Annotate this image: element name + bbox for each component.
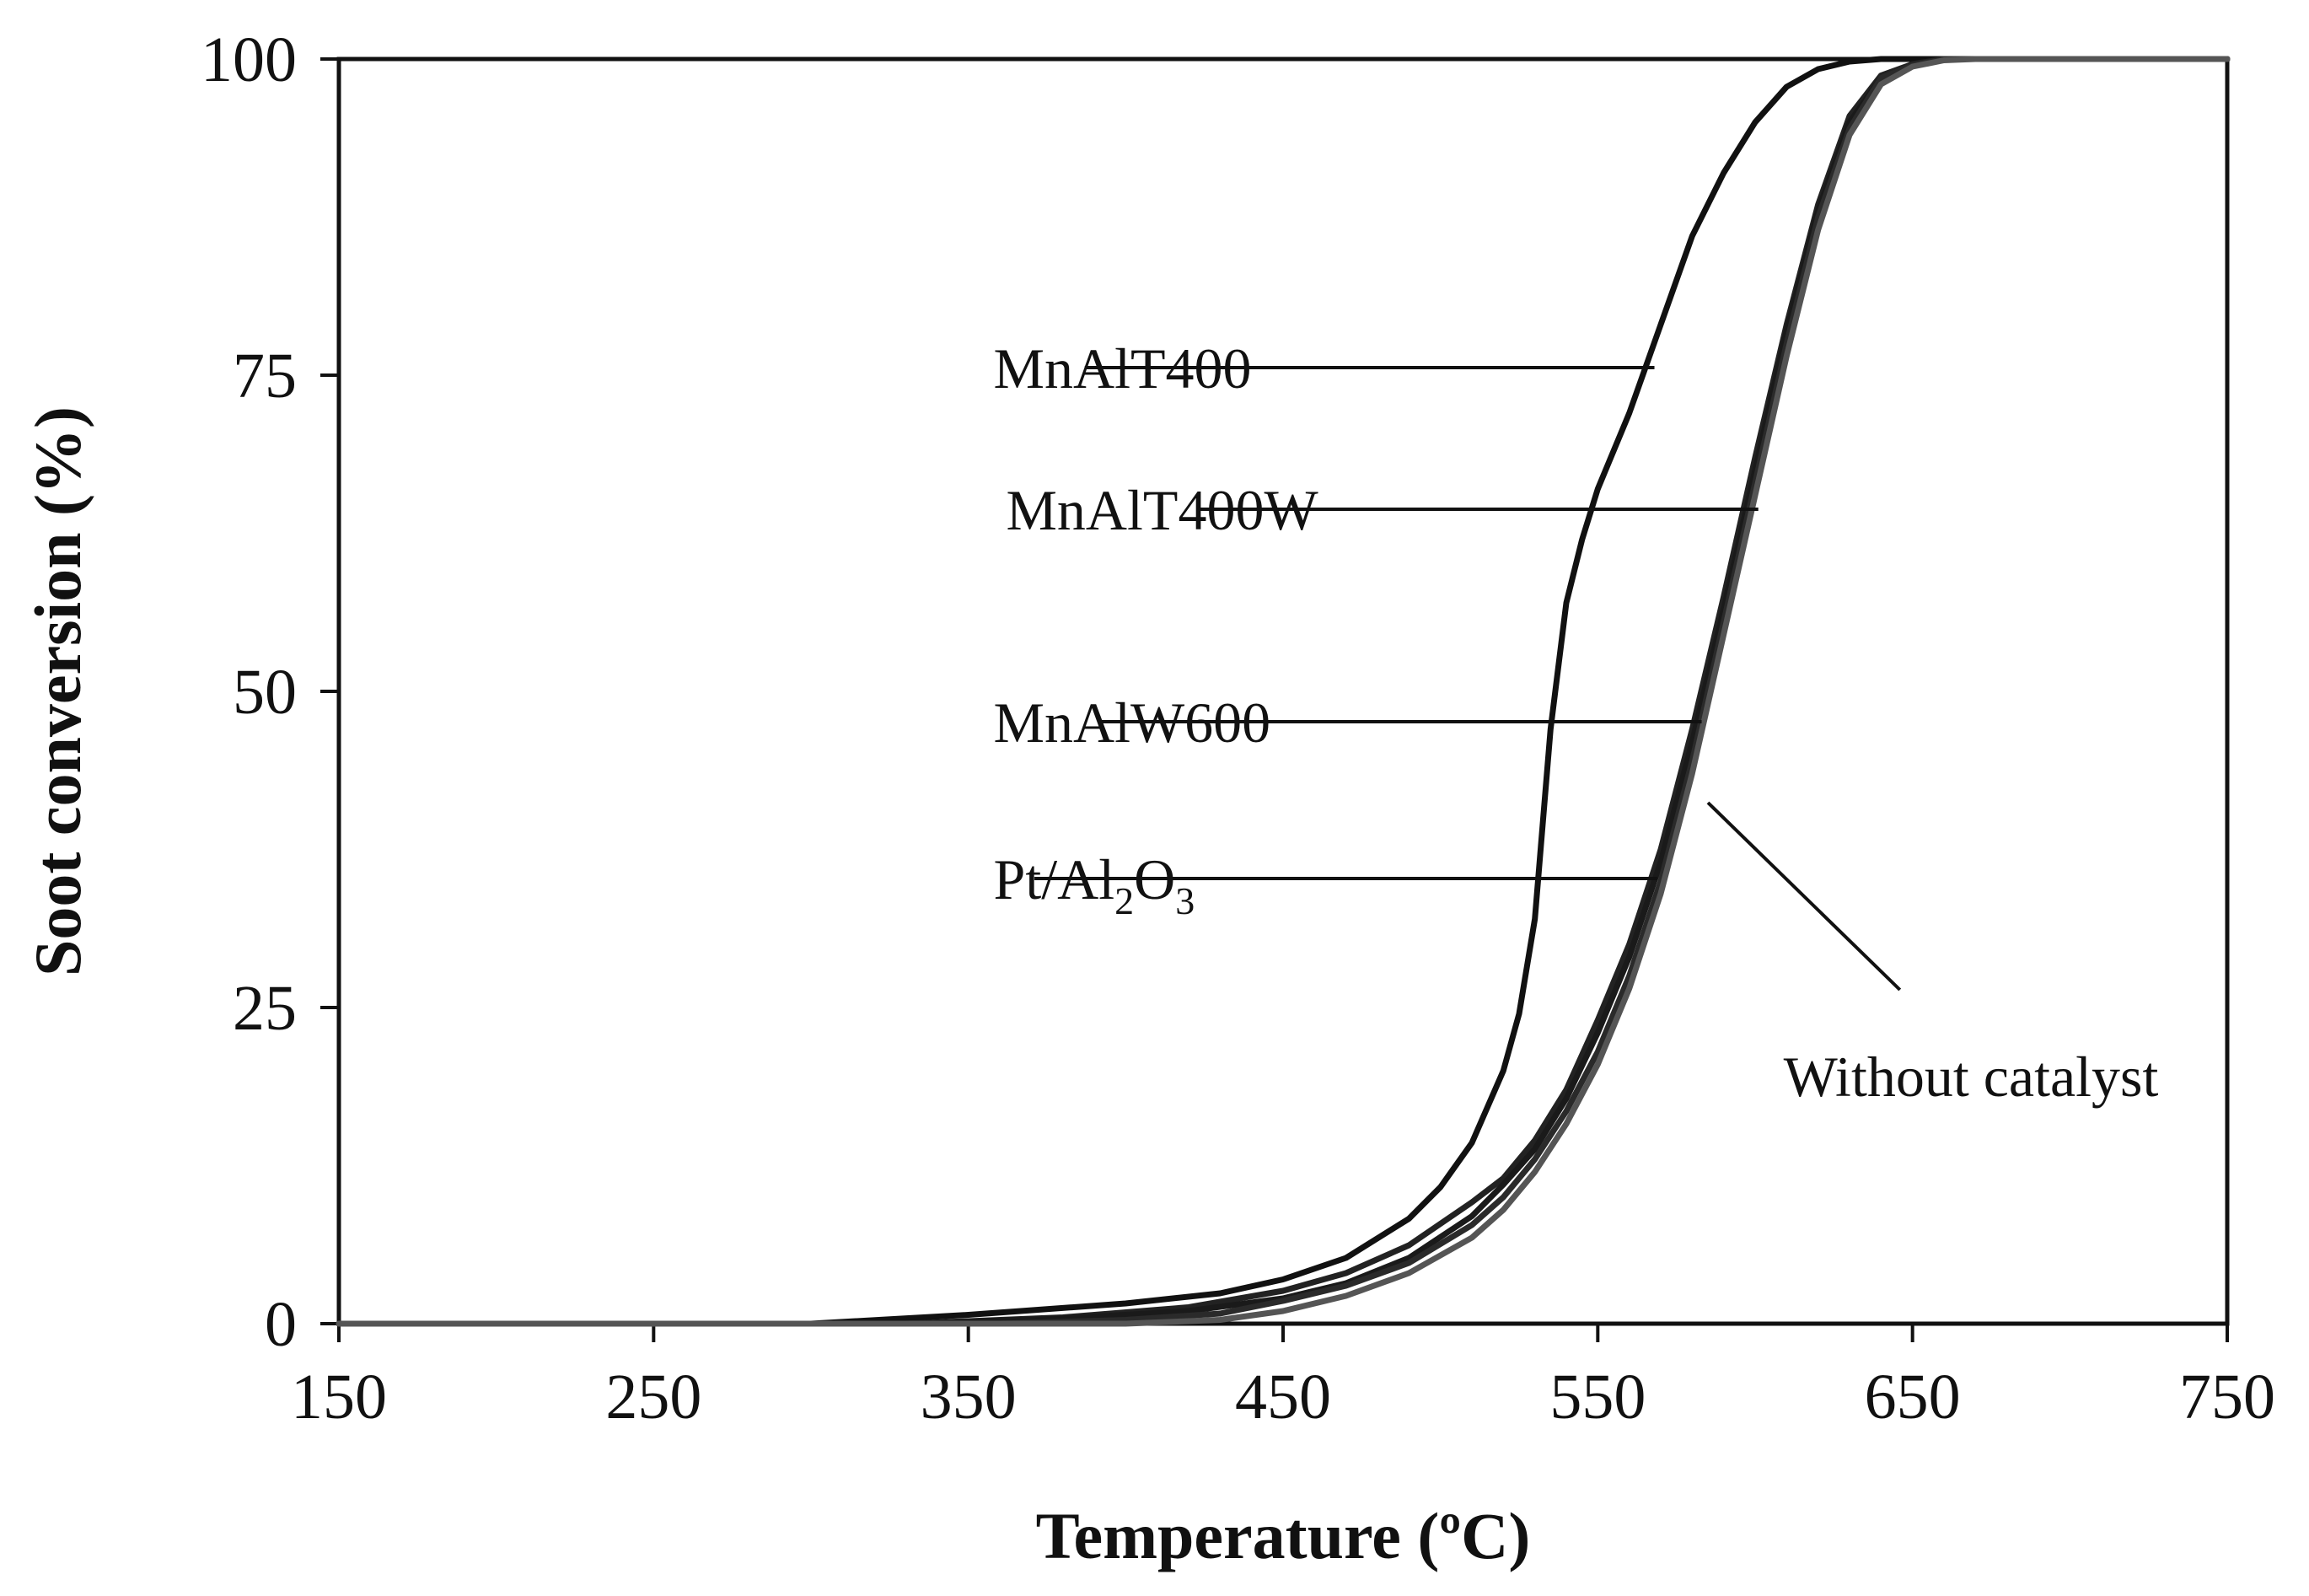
series-line-mnalt400w [336, 56, 2231, 1327]
x-tick-label-150: 150 [291, 1362, 387, 1432]
leader-line-without-catalyst [1706, 801, 1902, 991]
y-tick-label-100: 100 [201, 24, 297, 95]
x-tick-label-650: 650 [1865, 1362, 1961, 1432]
annotation-label-mnalt400w: MnAlT400W [1006, 478, 1318, 542]
annotation-label-mnalt400: MnAlT400 [994, 336, 1252, 400]
x-tick-label-750: 750 [2179, 1362, 2275, 1432]
series-lines [336, 56, 2231, 1327]
annotation-subscript: 2 [1114, 879, 1134, 922]
y-tick-label-0: 0 [265, 1289, 297, 1360]
y-tick-label-50: 50 [233, 657, 297, 728]
plot-area [336, 56, 2230, 1326]
y-axis-tick-labels: 0 25 50 75 100 [201, 24, 297, 1360]
series-line-pt-al2o3 [336, 56, 2231, 1327]
y-tick-label-75: 75 [233, 341, 297, 411]
x-tick-label-250: 250 [605, 1362, 701, 1432]
x-tick-label-450: 450 [1235, 1362, 1331, 1432]
series-line-mnalt400 [336, 56, 2231, 1327]
y-axis-ticks [320, 57, 339, 1325]
series-annotations: MnAlT400 MnAlT400W MnAlW600 Pt/Al2O3 Without… [994, 336, 2159, 1109]
x-axis-tick-labels: 150 250 350 450 550 650 750 [291, 1362, 2275, 1432]
x-axis-ticks [337, 1324, 2229, 1342]
x-tick-label-550: 550 [1549, 1362, 1646, 1432]
y-axis-title: Soot conversion (%) [21, 406, 94, 976]
annotation-label-without-catalyst: Without catalyst [1784, 1045, 2159, 1109]
annotation-text-part: Pt/Al [994, 847, 1115, 911]
annotation-subscript: 3 [1175, 879, 1195, 922]
x-tick-label-350: 350 [921, 1362, 1017, 1432]
annotation-label-mnalw600: MnAlW600 [994, 691, 1271, 755]
annotation-text-part: O [1134, 847, 1175, 911]
x-axis-title: Temperature (ºC) [1036, 1499, 1531, 1572]
annotation-label-pt-al2o3: Pt/Al2O3 [994, 847, 1195, 922]
series-line-without-catalyst [336, 56, 2231, 1327]
y-tick-label-25: 25 [233, 973, 297, 1044]
